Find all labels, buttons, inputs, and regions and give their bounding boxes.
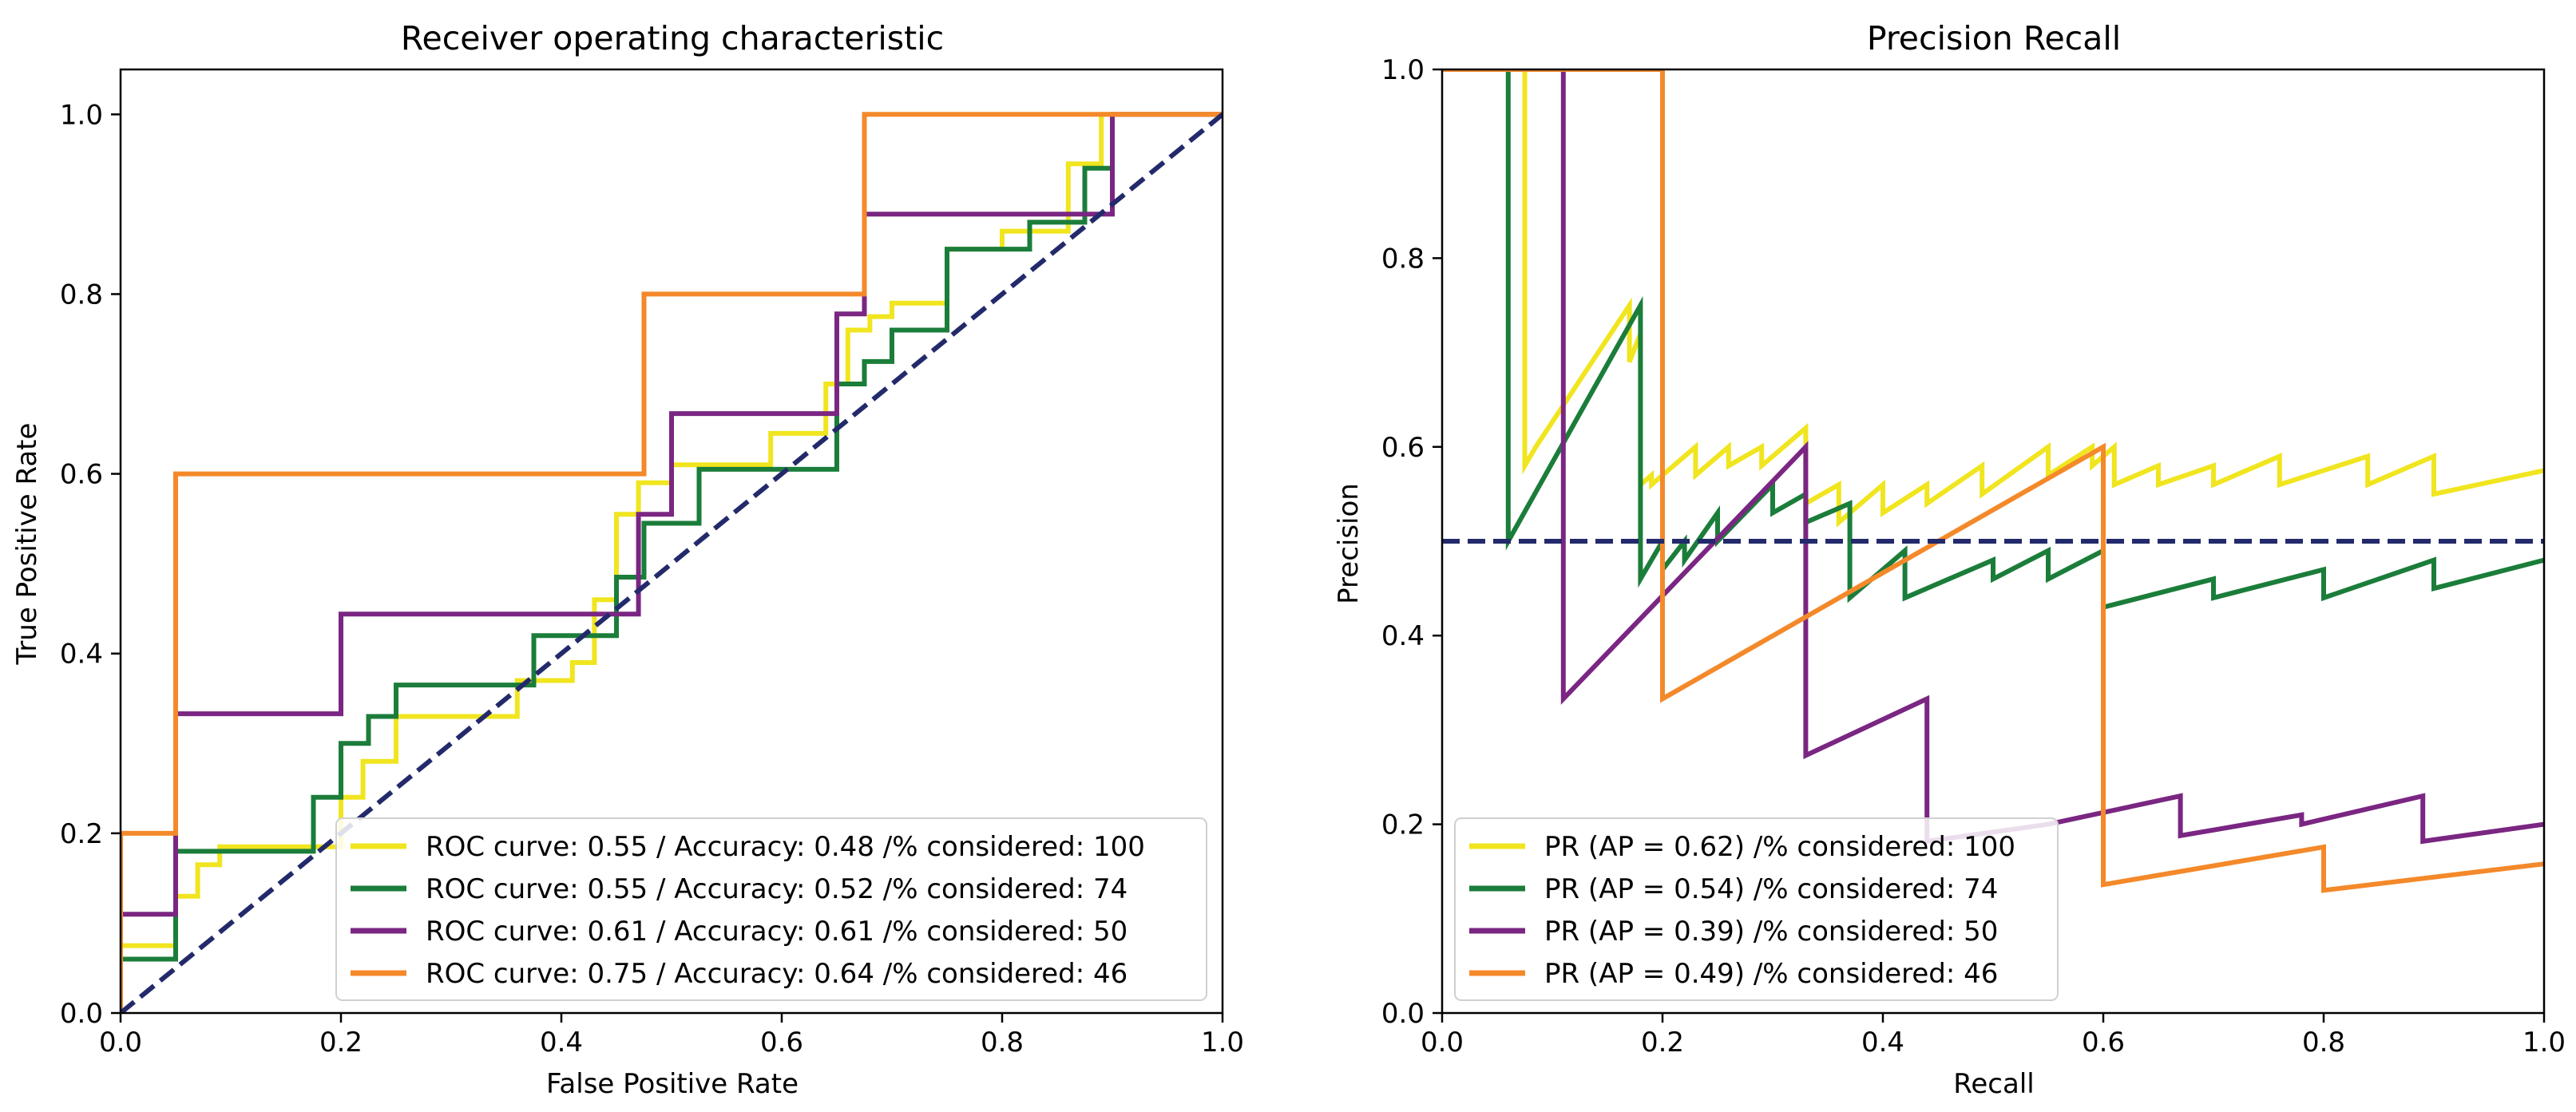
roc-series-line-1	[121, 165, 1112, 1013]
pr-legend-label: PR (AP = 0.49) /% considered: 46	[1544, 958, 1998, 990]
roc-legend-label: ROC curve: 0.61 / Accuracy: 0.61 /% cons…	[426, 916, 1127, 948]
pr-legend-box	[1454, 817, 2059, 1001]
roc-legend-label: ROC curve: 0.55 / Accuracy: 0.48 /% cons…	[426, 831, 1145, 863]
pr-legend-label: PR (AP = 0.54) /% considered: 74	[1544, 873, 1998, 905]
pr-ytick-label: 0.6	[1381, 432, 1425, 464]
roc-ytick-label: 1.0	[60, 99, 103, 131]
roc-ylabel: True Positive Rate	[11, 423, 43, 666]
pr-legend-label: PR (AP = 0.62) /% considered: 100	[1544, 831, 2015, 863]
roc-series-reference-line	[121, 112, 1223, 1013]
roc-xtick-label: 0.2	[319, 1027, 363, 1059]
roc-xlabel: False Positive Rate	[546, 1068, 799, 1100]
pr-ytick-label: 1.0	[1381, 54, 1425, 86]
pr-chart: Precision Recall Recall Precision 0.0 0.2…	[1333, 19, 2566, 1100]
pr-xlabel: Recall	[1953, 1068, 2034, 1100]
roc-legend-label: ROC curve: 0.75 / Accuracy: 0.64 /% cons…	[426, 958, 1127, 990]
roc-xtick-label: 0.6	[760, 1027, 803, 1059]
roc-ytick-label: 0.2	[60, 818, 103, 850]
roc-ytick-label: 0.6	[60, 459, 103, 491]
roc-legend-label: ROC curve: 0.55 / Accuracy: 0.52 /% cons…	[426, 873, 1127, 905]
roc-series-line-3	[121, 112, 1223, 1013]
pr-xtick-label: 0.6	[2082, 1027, 2125, 1059]
pr-legend-label: PR (AP = 0.39) /% considered: 50	[1544, 916, 1998, 948]
roc-chart: Receiver operating characteristic False …	[11, 19, 1244, 1100]
pr-series-line-0	[1442, 69, 2544, 528]
pr-ytick-label: 0.2	[1381, 809, 1425, 841]
roc-xtick-label: 0.4	[540, 1027, 583, 1059]
pr-xtick-label: 0.8	[2302, 1027, 2345, 1059]
pr-ylabel: Precision	[1333, 483, 1365, 604]
pr-ytick-label: 0.8	[1381, 243, 1425, 275]
pr-ytick-label: 0.0	[1381, 998, 1425, 1030]
roc-xtick-label: 0.0	[99, 1027, 142, 1059]
pr-xtick-label: 0.4	[1861, 1027, 1904, 1059]
roc-ytick-label: 0.8	[60, 279, 103, 311]
pr-series-line-3	[1442, 69, 2544, 893]
roc-title: Receiver operating characteristic	[401, 19, 944, 57]
roc-plot-frame	[119, 68, 1224, 1015]
roc-xtick-label: 1.0	[1201, 1027, 1244, 1059]
pr-xtick-label: 1.0	[2522, 1027, 2566, 1059]
pr-xtick-label: 0.0	[1421, 1027, 1464, 1059]
pr-ytick-label: 0.4	[1381, 620, 1425, 652]
roc-ytick-label: 0.0	[60, 998, 103, 1030]
roc-ytick-label: 0.4	[60, 639, 103, 671]
roc-legend-box	[335, 817, 1207, 1001]
pr-series-line-2	[1560, 69, 2544, 845]
pr-plot-frame	[1441, 68, 2546, 1015]
pr-title: Precision Recall	[1867, 19, 2121, 57]
roc-xtick-label: 0.8	[981, 1027, 1024, 1059]
pr-xtick-label: 0.2	[1641, 1027, 1684, 1059]
